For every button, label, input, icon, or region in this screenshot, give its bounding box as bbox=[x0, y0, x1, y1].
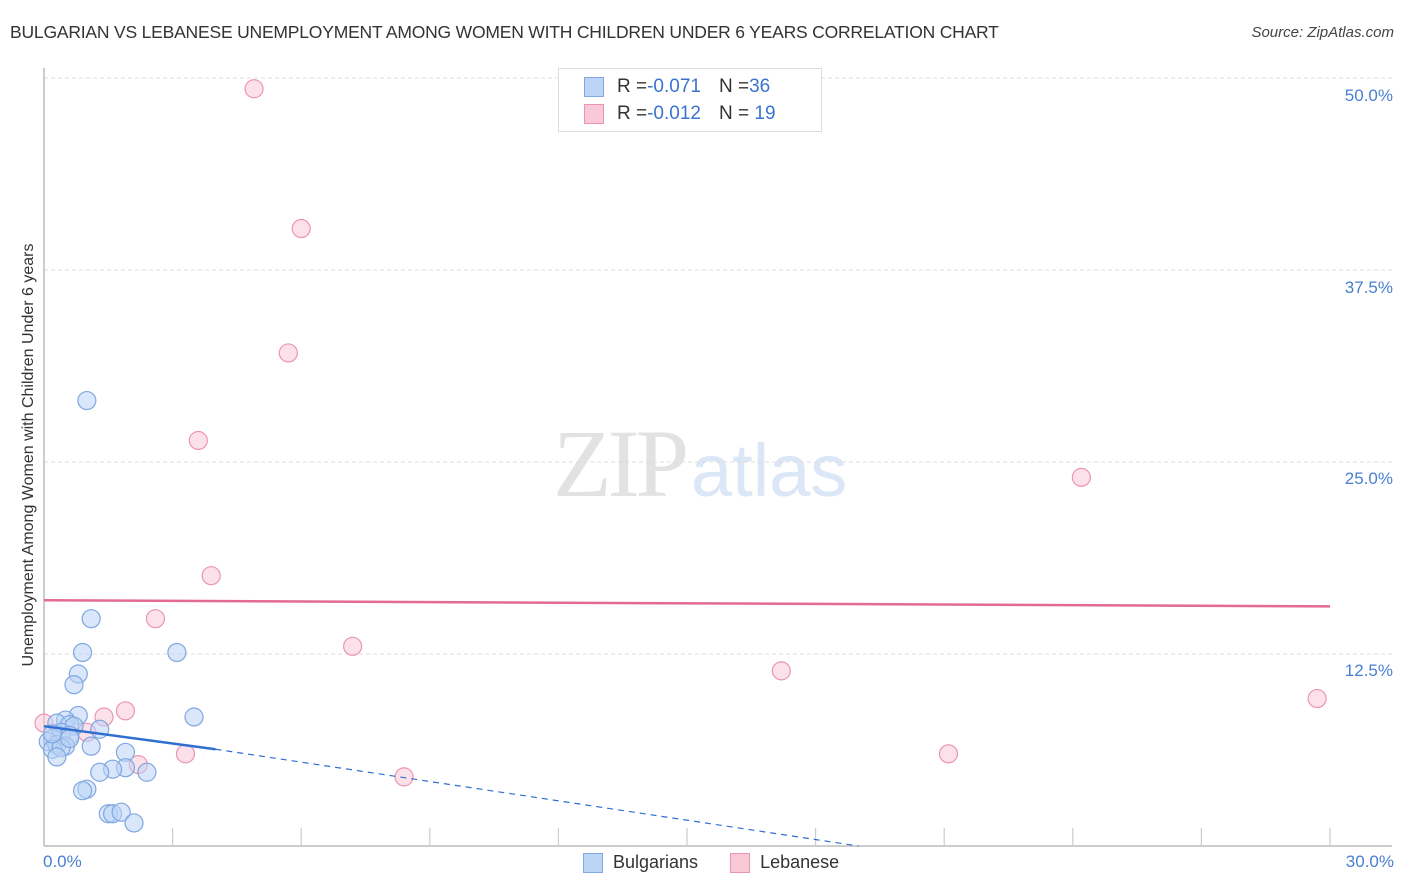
y-tick-37-5: 37.5% bbox=[1344, 278, 1393, 297]
lebanese-swatch bbox=[584, 104, 604, 124]
bulgarians-label: Bulgarians bbox=[613, 852, 699, 872]
r-value: -0.012 bbox=[647, 103, 701, 124]
axes bbox=[43, 68, 1392, 847]
legend-item-bulgarians[interactable]: Bulgarians bbox=[583, 852, 698, 873]
x-tick-30: 30.0% bbox=[1345, 852, 1394, 871]
source-label: Source: ZipAtlas.com bbox=[1251, 24, 1394, 41]
lebanese-trend-line bbox=[43, 598, 1331, 608]
y-tick-50: 50.0% bbox=[1344, 86, 1393, 105]
bulgarian-trend-line bbox=[43, 724, 859, 847]
lebanese-swatch bbox=[730, 852, 751, 873]
r-label: R = bbox=[617, 76, 648, 97]
lebanese-label: Lebanese bbox=[760, 852, 840, 872]
chart-title: BULGARIAN VS LEBANESE UNEMPLOYMENT AMONG… bbox=[10, 22, 999, 42]
r-value: -0.071 bbox=[647, 76, 701, 97]
bulgarians-swatch bbox=[584, 77, 604, 97]
x-tick-0: 0.0% bbox=[43, 852, 82, 871]
correlation-legend: R = -0.071 N = 36 R = -0.012 N = 19 bbox=[558, 68, 822, 132]
n-label: N = bbox=[718, 103, 750, 124]
n-label: N = bbox=[718, 76, 750, 97]
legend-row-lebanese: R = -0.012 N = 19 bbox=[584, 102, 776, 126]
gridlines bbox=[44, 77, 1392, 655]
y-tick-25: 25.0% bbox=[1344, 469, 1393, 488]
bulgarian-points bbox=[38, 390, 204, 833]
series-legend: Bulgarians Lebanese bbox=[583, 852, 871, 873]
lebanese-points bbox=[34, 79, 1327, 787]
n-value: 36 bbox=[749, 76, 771, 97]
r-label: R = bbox=[617, 103, 648, 124]
legend-row-bulgarians: R = -0.071 N = 36 bbox=[584, 75, 770, 99]
bulgarians-swatch bbox=[583, 852, 603, 873]
y-tick-12-5: 12.5% bbox=[1344, 661, 1393, 680]
legend-item-lebanese[interactable]: Lebanese bbox=[730, 852, 839, 873]
n-value: 19 bbox=[749, 103, 776, 124]
